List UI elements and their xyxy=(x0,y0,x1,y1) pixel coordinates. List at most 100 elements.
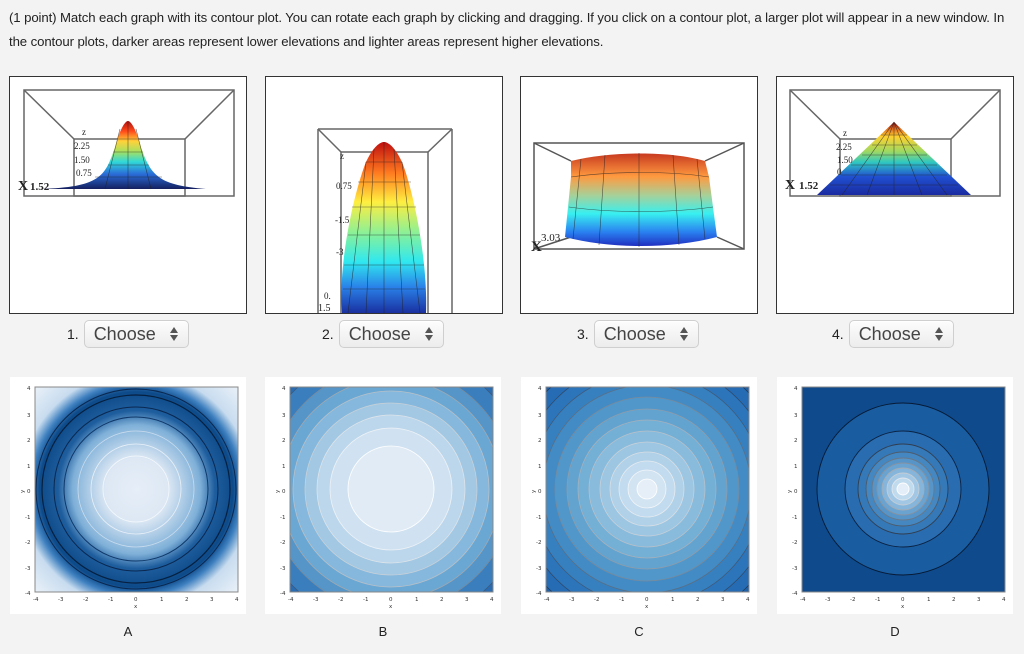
contour-d-axes: 4 3 2 1 0 -1 -2 -3 -4 -4 -3 -2 -1 0 1 2 3 4 x y xyxy=(787,386,1006,610)
contour-plot-a[interactable]: 4 3 2 1 0 -1 -2 -3 -4 -4 -3 -2 -1 0 1 2 3 4 x y xyxy=(10,377,246,614)
svg-text:1.50: 1.50 xyxy=(74,155,90,165)
svg-text:-4: -4 xyxy=(544,597,550,603)
svg-text:1.50: 1.50 xyxy=(837,155,853,165)
svg-text:-1: -1 xyxy=(363,597,368,603)
svg-text:0: 0 xyxy=(794,489,798,495)
svg-text:4: 4 xyxy=(746,597,750,603)
svg-text:0: 0 xyxy=(538,489,542,495)
svg-text:-3: -3 xyxy=(569,597,575,603)
graph-3-number: 3. xyxy=(577,326,589,342)
svg-text:-3: -3 xyxy=(25,566,31,572)
graph-4-choose-select[interactable]: Choose xyxy=(848,320,954,348)
svg-text:4: 4 xyxy=(235,597,239,603)
graph-2-3d-plot[interactable]: z 0.75 -1.5 -3 0. 1.5 xyxy=(265,76,503,314)
svg-text:3: 3 xyxy=(794,413,798,419)
svg-text:-1: -1 xyxy=(25,515,30,521)
graph-3-choose-select[interactable]: Choose xyxy=(593,320,699,348)
contour-b-label: B xyxy=(378,624,388,639)
svg-text:1: 1 xyxy=(415,597,419,603)
svg-text:2: 2 xyxy=(538,438,542,444)
graph-1-number: 1. xyxy=(67,326,79,342)
svg-text:3.03: 3.03 xyxy=(541,232,561,244)
svg-text:1: 1 xyxy=(671,597,675,603)
svg-text:3: 3 xyxy=(465,597,469,603)
graph-4-select-row: 4. Choose xyxy=(832,320,954,348)
svg-text:-3: -3 xyxy=(58,597,64,603)
contour-a-label: A xyxy=(123,624,133,639)
svg-text:z: z xyxy=(340,151,344,161)
contour-plot-b[interactable]: 4 3 2 1 0 -1 -2 -3 -4 -4 -3 -2 -1 0 1 2 3 4 x y xyxy=(265,377,501,614)
svg-text:z: z xyxy=(843,128,847,138)
problem-instructions: (1 point) Match each graph with its cont… xyxy=(9,10,1005,49)
svg-text:3: 3 xyxy=(282,413,286,419)
svg-text:y: y xyxy=(531,489,537,493)
svg-text:-2: -2 xyxy=(338,597,343,603)
svg-text:-3: -3 xyxy=(792,566,798,572)
svg-text:2.25: 2.25 xyxy=(74,141,90,151)
graph-1-choose-select[interactable]: Choose xyxy=(83,320,189,348)
contour-b-axes: 4 3 2 1 0 -1 -2 -3 -4 -4 -3 -2 -1 0 1 2 3 4 x y xyxy=(275,386,494,610)
contour-c-axes: 4 3 2 1 0 -1 -2 -3 -4 -4 -3 -2 -1 0 1 2 3 4 x y xyxy=(531,386,750,610)
svg-text:4: 4 xyxy=(27,386,31,392)
svg-text:-3: -3 xyxy=(280,566,286,572)
svg-text:0: 0 xyxy=(901,597,905,603)
graph-2-select-value: Choose xyxy=(348,323,411,344)
svg-text:4: 4 xyxy=(282,386,286,392)
svg-text:-1: -1 xyxy=(792,515,797,521)
svg-text:-1: -1 xyxy=(619,597,624,603)
svg-text:-4: -4 xyxy=(288,597,294,603)
svg-text:2: 2 xyxy=(952,597,956,603)
svg-text:2: 2 xyxy=(185,597,189,603)
contour-c-label: C xyxy=(634,624,644,639)
svg-text:-2: -2 xyxy=(850,597,855,603)
svg-text:1: 1 xyxy=(538,464,542,470)
svg-text:4: 4 xyxy=(490,597,494,603)
svg-text:1: 1 xyxy=(794,464,798,470)
contour-c-image: 4 3 2 1 0 -1 -2 -3 -4 -4 -3 -2 -1 0 1 2 3 4 x y xyxy=(531,386,750,610)
svg-text:3: 3 xyxy=(721,597,725,603)
svg-text:-3: -3 xyxy=(536,566,542,572)
paraboloid-surface-icon: z 0.75 -1.5 -3 0. 1.5 xyxy=(317,128,453,313)
graph-4-number: 4. xyxy=(832,326,844,342)
contour-a-image: 4 3 2 1 0 -1 -2 -3 -4 -4 -3 -2 -1 0 1 2 3 4 x y xyxy=(20,386,239,610)
svg-text:2: 2 xyxy=(696,597,700,603)
svg-text:-2: -2 xyxy=(280,540,285,546)
flat-dome-surface-icon: X3.03 xyxy=(531,142,745,255)
svg-text:2: 2 xyxy=(27,438,31,444)
svg-text:-1: -1 xyxy=(280,515,285,521)
contour-d-image: 4 3 2 1 0 -1 -2 -3 -4 -4 -3 -2 -1 0 1 2 3 4 x y xyxy=(787,386,1006,610)
svg-text:-2: -2 xyxy=(792,540,797,546)
contour-b-image: 4 3 2 1 0 -1 -2 -3 -4 -4 -3 -2 -1 0 1 2 3 4 x y xyxy=(275,386,494,610)
graph-1-3d-plot[interactable]: z 2.25 1.50 0.75 X 1.52 xyxy=(9,76,247,314)
svg-text:0: 0 xyxy=(282,489,286,495)
svg-text:2: 2 xyxy=(794,438,798,444)
svg-text:-1.5: -1.5 xyxy=(335,215,350,225)
svg-text:-2: -2 xyxy=(536,540,541,546)
contour-plot-d[interactable]: 4 3 2 1 0 -1 -2 -3 -4 -4 -3 -2 -1 0 1 2 3 4 x y xyxy=(777,377,1013,614)
svg-text:x: x xyxy=(901,604,905,610)
graph-4-3d-plot[interactable]: z 2.25 1.50 0 X 1.52 xyxy=(776,76,1014,314)
cone-surface-icon: z 2.25 1.50 0 X 1.52 xyxy=(785,89,1001,197)
svg-text:4: 4 xyxy=(794,386,798,392)
svg-text:0: 0 xyxy=(837,167,842,177)
svg-text:-1: -1 xyxy=(875,597,880,603)
svg-text:0: 0 xyxy=(27,489,31,495)
svg-text:-4: -4 xyxy=(33,597,39,603)
graph-3-select-row: 3. Choose xyxy=(577,320,699,348)
svg-text:3: 3 xyxy=(27,413,31,419)
graph-2-choose-select[interactable]: Choose xyxy=(338,320,444,348)
svg-text:3: 3 xyxy=(210,597,214,603)
svg-text:x: x xyxy=(645,604,649,610)
svg-text:X: X xyxy=(531,239,542,255)
svg-text:3: 3 xyxy=(977,597,981,603)
contour-plot-c[interactable]: 4 3 2 1 0 -1 -2 -3 -4 -4 -3 -2 -1 0 1 2 3 4 x y xyxy=(521,377,757,614)
svg-text:x: x xyxy=(134,604,138,610)
svg-text:-4: -4 xyxy=(25,591,31,597)
svg-text:x: x xyxy=(389,604,393,610)
svg-text:2.25: 2.25 xyxy=(836,142,852,152)
svg-text:4: 4 xyxy=(1002,597,1006,603)
svg-text:4: 4 xyxy=(538,386,542,392)
graph-3-3d-plot[interactable]: X 3.03 xyxy=(520,76,758,314)
svg-text:-2: -2 xyxy=(83,597,88,603)
svg-text:-4: -4 xyxy=(280,591,286,597)
